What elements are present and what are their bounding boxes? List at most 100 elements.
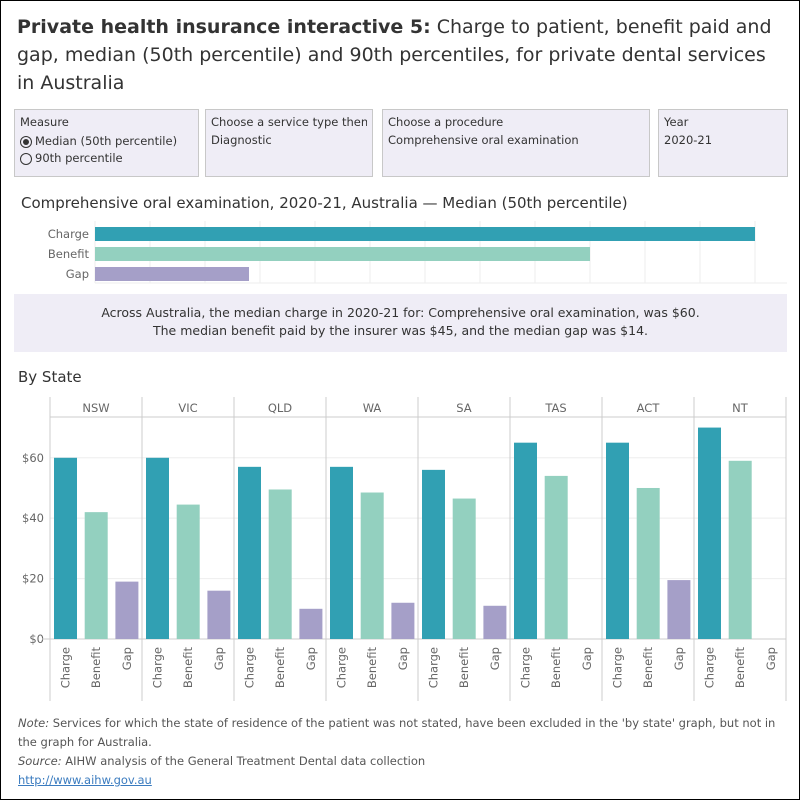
measure-label: Measure <box>20 115 69 129</box>
state-header-qld: QLD <box>268 401 292 415</box>
bar-vic-gap <box>207 590 231 639</box>
category-label: Charge <box>151 647 165 688</box>
state-header-tas: TAS <box>544 401 566 415</box>
category-label: Gap <box>672 647 686 670</box>
radio-label: Median (50th percentile) <box>35 134 178 148</box>
bar-benefit <box>95 247 590 261</box>
category-label: Benefit <box>89 647 103 689</box>
note-label: Note: <box>18 716 50 730</box>
bar-sa-benefit <box>452 498 476 639</box>
bar-nt-charge <box>698 427 721 639</box>
category-label: Charge <box>611 647 625 688</box>
note-text: Services for which the state of residenc… <box>18 716 776 749</box>
state-header-nt: NT <box>732 401 749 415</box>
procedure-filter[interactable]: Choose a procedure Comprehensive oral ex… <box>382 109 650 177</box>
category-label: Charge <box>243 647 257 688</box>
summary-box: Across Australia, the median charge in 2… <box>14 294 787 352</box>
service-type-label: Choose a service type then... <box>211 115 367 129</box>
bar-tas-charge <box>514 442 537 639</box>
state-header-wa: WA <box>363 401 382 415</box>
bar-sa-gap <box>483 605 507 639</box>
y-tick-label: $20 <box>22 572 44 586</box>
procedure-value[interactable]: Comprehensive oral examination <box>388 133 579 147</box>
by-state-heading: By State <box>18 368 82 386</box>
bar-nsw-gap <box>115 581 139 639</box>
category-label: Charge <box>519 647 533 688</box>
bar-qld-charge <box>238 466 261 639</box>
bar-qld-gap <box>299 608 323 639</box>
radio-median[interactable]: Median (50th percentile) <box>20 133 193 150</box>
bar-wa-charge <box>330 466 353 639</box>
category-label: Benefit <box>48 247 90 261</box>
service-type-filter[interactable]: Choose a service type then... Diagnostic <box>205 109 373 177</box>
bar-qld-benefit <box>268 489 292 639</box>
bar-sa-charge <box>422 469 445 639</box>
aihw-link[interactable]: http://www.aihw.gov.au <box>18 773 152 787</box>
note: Note: Services for which the state of re… <box>18 714 788 752</box>
title-rest: Charge to patient, benefit paid and gap,… <box>17 16 772 94</box>
category-label: Gap <box>396 647 410 670</box>
bar-nt-benefit <box>728 460 752 639</box>
bar-act-gap <box>667 580 691 639</box>
category-label: Benefit <box>457 647 471 689</box>
y-tick-label: $60 <box>22 451 44 465</box>
bar-charge <box>95 227 755 241</box>
year-filter[interactable]: Year 2020-21 <box>658 109 788 177</box>
category-label: Benefit <box>733 647 747 689</box>
bar-gap <box>95 267 249 281</box>
category-label: Gap <box>120 647 134 670</box>
state-header-nsw: NSW <box>82 401 109 415</box>
bar-vic-benefit <box>176 504 200 639</box>
category-label: Charge <box>427 647 441 688</box>
bar-act-charge <box>606 442 629 639</box>
summary-line-2: The median benefit paid by the insurer w… <box>153 323 648 338</box>
category-label: Charge <box>703 647 717 688</box>
page-title: Private health insurance interactive 5: … <box>17 13 777 97</box>
category-label: Benefit <box>273 647 287 689</box>
australia-bar-chart: Charge Benefit Gap <box>48 221 787 284</box>
radio-label: 90th percentile <box>35 151 123 165</box>
category-label: Benefit <box>641 647 655 689</box>
bar-wa-gap <box>391 602 415 639</box>
procedure-label: Choose a procedure <box>388 115 504 129</box>
category-label: Gap <box>212 647 226 670</box>
category-label: Charge <box>48 227 89 241</box>
category-label: Gap <box>580 647 594 670</box>
source-text: AIHW analysis of the General Treatment D… <box>61 754 426 768</box>
source: Source: AIHW analysis of the General Tre… <box>18 752 788 771</box>
y-tick-label: $0 <box>29 632 44 646</box>
bar-vic-charge <box>146 457 169 639</box>
year-label: Year <box>664 115 689 129</box>
radio-selected-icon[interactable] <box>20 135 32 148</box>
year-value[interactable]: 2020-21 <box>664 133 713 147</box>
bar-nsw-charge <box>54 457 77 639</box>
measure-filter: Measure Median (50th percentile) 90th pe… <box>14 109 199 177</box>
bar-act-benefit <box>636 487 660 639</box>
category-label: Gap <box>488 647 502 670</box>
category-label: Charge <box>335 647 349 688</box>
state-header-sa: SA <box>456 401 472 415</box>
category-label: Benefit <box>365 647 379 689</box>
australia-chart-title: Comprehensive oral examination, 2020-21,… <box>21 194 628 212</box>
bar-nsw-benefit <box>84 512 108 639</box>
category-label: Gap <box>764 647 778 670</box>
source-label: Source: <box>18 754 62 768</box>
title-bold: Private health insurance interactive 5: <box>17 16 431 38</box>
footer-notes: Note: Services for which the state of re… <box>18 714 788 790</box>
state-bar-chart: $0 $20 $40 $60 NSW Charge Benefit Gap VIC Charge B… <box>22 397 787 701</box>
y-tick-label: $40 <box>22 511 44 525</box>
radio-empty-icon[interactable] <box>20 152 32 165</box>
bar-tas-benefit <box>544 475 568 639</box>
category-label: Benefit <box>549 647 563 689</box>
state-header-act: ACT <box>637 401 661 415</box>
category-label: Gap <box>66 267 89 281</box>
category-label: Gap <box>304 647 318 670</box>
radio-90th[interactable]: 90th percentile <box>20 150 193 167</box>
state-header-vic: VIC <box>178 401 197 415</box>
category-label: Benefit <box>181 647 195 689</box>
summary-line-1: Across Australia, the median charge in 2… <box>101 305 700 320</box>
category-label: Charge <box>59 647 73 688</box>
service-type-value[interactable]: Diagnostic <box>211 133 272 147</box>
bar-wa-benefit <box>360 492 384 639</box>
